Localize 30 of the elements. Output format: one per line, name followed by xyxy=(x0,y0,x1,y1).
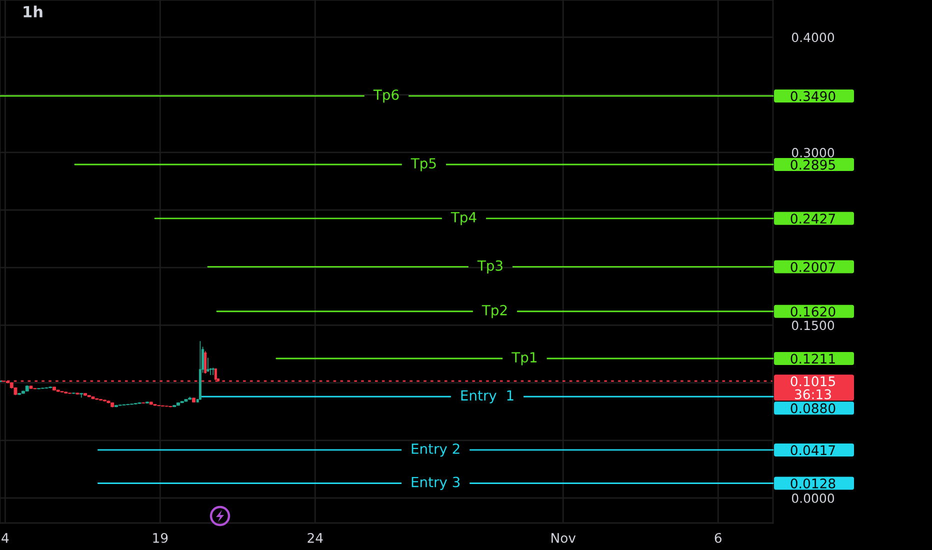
text: 36:13 xyxy=(794,389,831,400)
x-tick-label: 19 xyxy=(153,532,168,543)
y-tick-label: 0.3000 xyxy=(792,148,834,158)
series-label: Tp4 xyxy=(450,212,476,226)
series-label: Entry 3 xyxy=(412,476,460,490)
x-tick-label: 6 xyxy=(714,532,722,543)
chart-title: 1h xyxy=(24,6,42,18)
data-label: 0.2895 xyxy=(790,160,835,170)
series-label: Entry 1 xyxy=(461,390,514,404)
series-label: Tp5 xyxy=(410,158,436,172)
data-label: 0.2427 xyxy=(790,214,835,224)
ref-line-label: 0.1015 xyxy=(790,376,835,386)
x-tick-label: 24 xyxy=(308,532,323,543)
y-tick-label: 0.0000 xyxy=(792,493,834,503)
data-label: 0.0417 xyxy=(790,445,835,456)
series-label: Entry 2 xyxy=(412,443,460,457)
series-label: Tp6 xyxy=(373,89,399,103)
series-label: Tp1 xyxy=(512,352,536,366)
x-tick-label: 4 xyxy=(2,533,9,543)
data-label: 0.2007 xyxy=(790,262,835,272)
data-label: 0.1211 xyxy=(790,354,835,364)
series-label: Tp3 xyxy=(477,260,502,274)
data-label: 0.0880 xyxy=(790,403,836,414)
x-tick-label: Nov xyxy=(552,533,576,543)
data-label: 0.0128 xyxy=(790,478,836,488)
series-label: Tp2 xyxy=(482,304,507,318)
y-tick-label: 0.1500 xyxy=(792,320,834,330)
data-label: 0.1620 xyxy=(790,306,836,317)
data-label: 0.3490 xyxy=(790,91,836,102)
y-tick-label: 0.4000 xyxy=(792,32,834,42)
